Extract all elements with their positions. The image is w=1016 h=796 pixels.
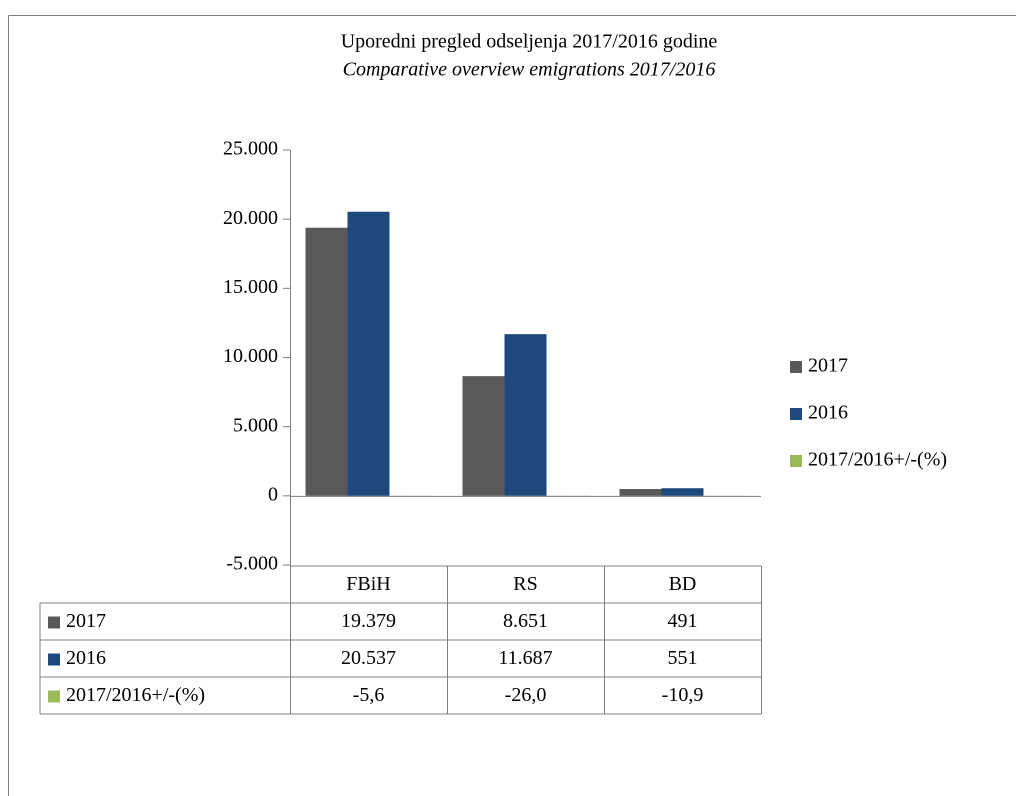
table-cell: 551 xyxy=(668,647,698,669)
legend-key xyxy=(790,361,802,373)
bar xyxy=(619,489,662,496)
chart-title: Uporedni pregled odseljenja 2017/2016 go… xyxy=(341,31,718,53)
y-tick-label: 10.000 xyxy=(223,345,278,367)
bar xyxy=(462,376,505,496)
x-tick-label: BD xyxy=(669,573,697,595)
table-cell: -5,6 xyxy=(353,684,385,706)
chart-subtitle: Comparative overview emigrations 2017/20… xyxy=(343,59,716,81)
table-cell: 19.379 xyxy=(341,610,396,632)
bar xyxy=(347,211,390,496)
legend-key xyxy=(790,455,802,467)
y-tick-label: 20.000 xyxy=(223,207,278,229)
table-cell: 491 xyxy=(668,610,698,632)
table-cell: 8.651 xyxy=(503,610,548,632)
y-tick-label: 5.000 xyxy=(233,414,278,436)
legend-label: 2017 xyxy=(808,355,848,377)
table-legend-key xyxy=(48,616,60,629)
table-legend-key xyxy=(48,653,60,666)
table-cell: 20.537 xyxy=(341,647,396,669)
bar xyxy=(504,334,547,496)
table-row-label: 2017 xyxy=(66,610,106,632)
table-cell: -26,0 xyxy=(505,684,547,706)
table-cell: -10,9 xyxy=(662,684,704,706)
legend-key xyxy=(790,408,802,420)
y-tick-label: 0 xyxy=(268,483,278,505)
y-tick-label: -5.000 xyxy=(226,553,278,575)
x-tick-label: RS xyxy=(513,573,537,595)
x-tick-label: FBiH xyxy=(346,573,390,595)
y-tick-label: 25.000 xyxy=(223,138,278,160)
table-row-label: 2017/2016+/-(%) xyxy=(66,684,205,706)
bar xyxy=(305,227,348,496)
table-cell: 11.687 xyxy=(498,647,552,669)
table-row-label: 2016 xyxy=(66,647,106,669)
bar xyxy=(661,488,704,496)
legend-label: 2016 xyxy=(808,402,848,424)
y-tick-label: 15.000 xyxy=(223,276,278,298)
table-legend-key xyxy=(48,690,60,703)
legend-label: 2017/2016+/-(%) xyxy=(808,449,947,471)
